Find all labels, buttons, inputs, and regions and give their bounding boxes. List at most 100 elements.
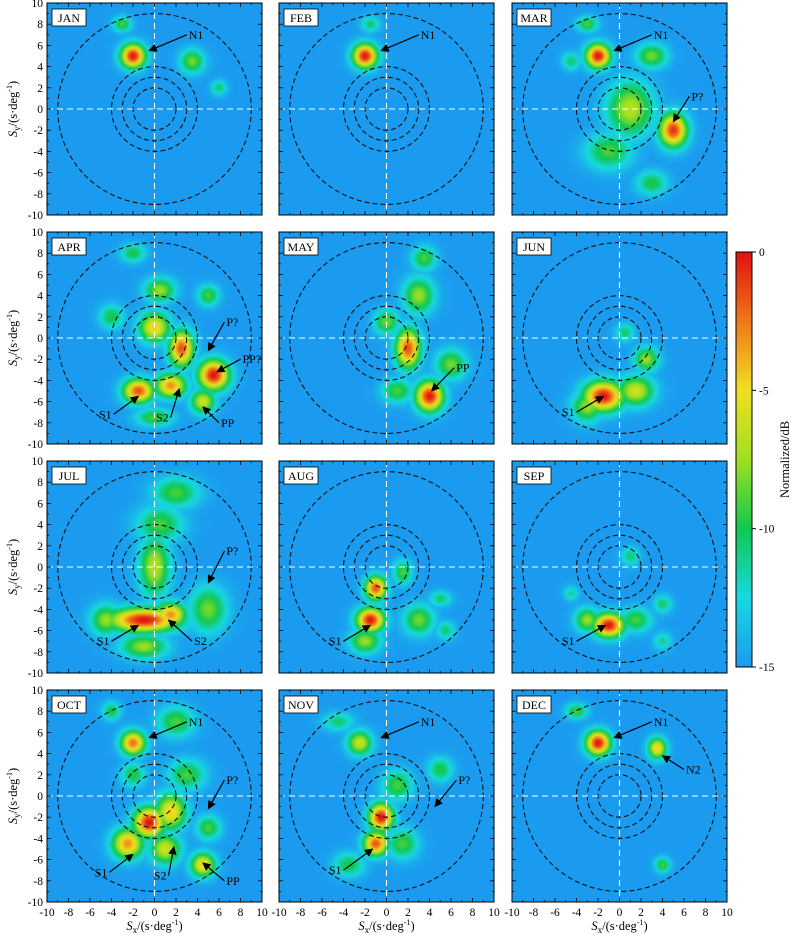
y-tick-label: -8 xyxy=(33,189,43,201)
annotation-label: S2 xyxy=(154,869,167,883)
annotation-label: N2 xyxy=(686,763,701,777)
month-label: JUL xyxy=(59,469,80,483)
x-tick-label: -10 xyxy=(271,907,287,919)
annotation-arrow xyxy=(216,358,241,373)
annotation-arrow xyxy=(167,846,177,876)
x-tick-label: -4 xyxy=(339,907,349,919)
panel-aug: S1 AUG xyxy=(278,460,495,674)
y-tick-label: 10 xyxy=(32,0,44,10)
x-tick-label: 8 xyxy=(238,907,244,919)
panel-jan: N1 JAN 10 8 6 4 2 0 -2 -4 -6 -8 -10 Sy/(s·deg-1) xyxy=(5,0,263,222)
annotation-label: S2 xyxy=(156,411,169,425)
panels-grid: N1 JAN 10 8 6 4 2 0 -2 -4 -6 -8 -10 Sy/(s·deg-1) N1 FEB… xyxy=(5,0,733,935)
x-tick-label: -4 xyxy=(572,907,582,919)
y-tick-label: -6 xyxy=(33,626,43,638)
x-tick-label: -2 xyxy=(360,907,370,919)
y-tick-label: -2 xyxy=(33,354,43,366)
colorbar-gradient xyxy=(735,251,753,668)
y-tick-label: 6 xyxy=(37,40,43,52)
x-tick-label: 8 xyxy=(703,907,709,919)
y-tick-label: -10 xyxy=(28,668,44,680)
y-tick-label: -4 xyxy=(33,375,43,387)
x-tick-label: 2 xyxy=(638,907,644,919)
annotation-arrow xyxy=(167,619,193,642)
x-tick-label: -10 xyxy=(39,907,55,919)
annotation-label: S1 xyxy=(329,634,342,648)
month-label-box xyxy=(51,8,87,27)
y-tick-label: 8 xyxy=(37,706,43,718)
panel-feb: N1 FEB xyxy=(278,2,495,216)
x-tick-label: 2 xyxy=(173,907,179,919)
y-tick-label: -8 xyxy=(33,647,43,659)
y-tick-label: 2 xyxy=(37,312,43,324)
panel-mar: N1 P? MAR xyxy=(511,2,728,216)
annotation-label: S2 xyxy=(194,634,207,648)
y-tick-label: -4 xyxy=(33,604,43,616)
y-tick-label: 8 xyxy=(37,248,43,260)
panel-jul: P? S1 S2 JUL 10 8 6 4 2 0 -2 -4 -6 -8 -10 Sy/(s·deg-1) xyxy=(5,456,263,680)
month-label-box xyxy=(283,8,319,27)
x-tick-label: 2 xyxy=(405,907,411,919)
x-tick-label: 6 xyxy=(448,907,454,919)
panel-jun: S1 JUN xyxy=(511,231,728,445)
colorbar-tick-label: -5 xyxy=(759,385,769,397)
annotation-arrow xyxy=(343,848,374,871)
y-tick-label: 6 xyxy=(37,498,43,510)
month-label-box xyxy=(51,695,87,714)
month-label-box xyxy=(516,237,552,256)
annotation-arrow xyxy=(343,624,372,642)
x-tick-label: -8 xyxy=(64,907,74,919)
x-tick-label: 10 xyxy=(256,907,268,919)
x-tick-label: 4 xyxy=(427,907,433,919)
panel-may: PP MAY xyxy=(278,231,495,445)
y-tick-label: -10 xyxy=(28,897,44,909)
annotation-arrow xyxy=(380,34,419,52)
y-tick-label: 10 xyxy=(32,456,44,468)
month-label: NOV xyxy=(288,698,314,712)
month-label-box xyxy=(283,237,319,256)
month-label: APR xyxy=(57,240,80,254)
colorbar-tick-label: -10 xyxy=(759,524,775,536)
month-label: JUN xyxy=(523,240,545,254)
y-tick-label: 2 xyxy=(37,541,43,553)
annotation-label: N1 xyxy=(654,715,669,729)
y-tick-label: -6 xyxy=(33,397,43,409)
colorbar-tick-label: -15 xyxy=(759,662,775,674)
month-label: DEC xyxy=(522,698,546,712)
y-tick-label: -4 xyxy=(33,146,43,158)
annotation-label: S1 xyxy=(562,405,575,419)
x-tick-label: 0 xyxy=(384,907,390,919)
annotation-arrow xyxy=(202,862,225,882)
y-axis-label: Sy/(s·deg-1) xyxy=(5,81,22,137)
annotation-arrow xyxy=(576,395,605,413)
y-tick-label: 8 xyxy=(37,19,43,31)
y-tick-label: 0 xyxy=(37,104,43,116)
annotation-label: S1 xyxy=(329,863,342,877)
panel-apr: P? PP? S1 S2 PP APR 10 8 6 4 2 0 -2 -4 -6 -8 -10 Sy/(s·de… xyxy=(5,227,263,451)
month-label: MAR xyxy=(520,11,547,25)
x-tick-label: 6 xyxy=(681,907,687,919)
x-tick-label: -8 xyxy=(529,907,539,919)
annotation-arrow xyxy=(613,721,652,739)
x-tick-label: 4 xyxy=(195,907,201,919)
annotation-arrow xyxy=(207,550,225,584)
annotation-label: S1 xyxy=(562,634,575,648)
annotation-label: PP xyxy=(221,416,235,430)
month-label-box xyxy=(51,237,87,256)
x-tick-label: -4 xyxy=(107,907,117,919)
y-tick-label: -4 xyxy=(33,833,43,845)
month-label-box xyxy=(516,466,552,485)
month-label: MAY xyxy=(288,240,315,254)
annotation-label: N1 xyxy=(421,715,436,729)
y-tick-label: 10 xyxy=(32,227,44,239)
colorbar-label: Normalized/dB xyxy=(778,421,792,498)
x-tick-label: -2 xyxy=(128,907,138,919)
annotation-arrow xyxy=(202,406,220,424)
x-axis-label: Sx/(s·deg-1) xyxy=(591,918,647,935)
month-label: JAN xyxy=(58,11,80,25)
month-label-box xyxy=(51,466,87,485)
annotation-arrow xyxy=(207,321,225,352)
annotation-label: N1 xyxy=(421,28,436,42)
x-axis-label: Sx/(s·deg-1) xyxy=(358,918,414,935)
